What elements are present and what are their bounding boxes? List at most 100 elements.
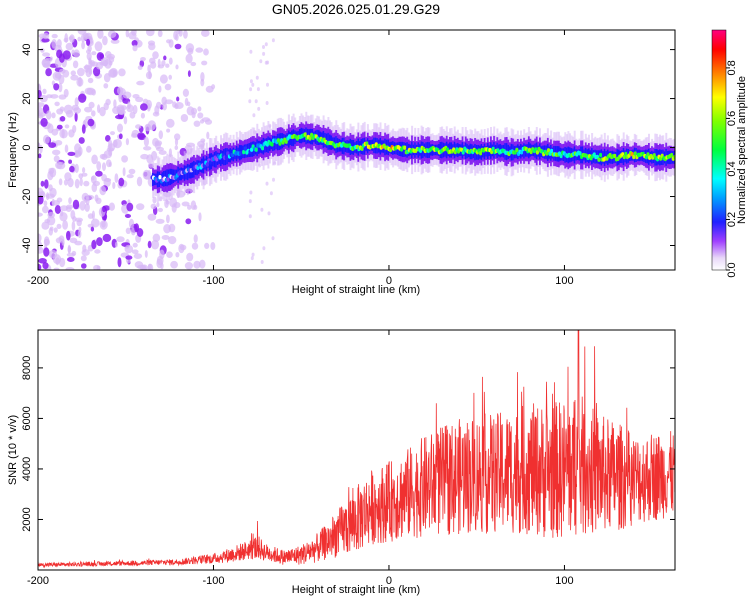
noise-blob bbox=[121, 105, 127, 111]
noise-blob bbox=[176, 96, 180, 102]
noise-blob bbox=[112, 182, 116, 189]
noise-blob bbox=[40, 180, 45, 187]
noise-blob bbox=[47, 123, 54, 134]
noise-blob bbox=[38, 106, 44, 116]
noise-blob bbox=[51, 33, 58, 39]
noise-blob bbox=[91, 110, 96, 117]
noise-blob bbox=[103, 83, 109, 89]
noise-blob bbox=[144, 123, 151, 132]
noise-blob bbox=[70, 210, 76, 220]
ridge-peak bbox=[278, 141, 282, 146]
noise-blob bbox=[38, 195, 44, 205]
noise-blob bbox=[266, 82, 269, 87]
noise-blob bbox=[115, 114, 124, 120]
noise-blob bbox=[73, 49, 80, 58]
noise-blob bbox=[66, 230, 71, 241]
noise-blob bbox=[67, 244, 71, 254]
noise-blob bbox=[248, 99, 252, 104]
noise-blob bbox=[197, 106, 202, 112]
noise-blob bbox=[161, 60, 166, 67]
noise-blob bbox=[131, 133, 138, 138]
ridge-peak bbox=[284, 139, 288, 144]
noise-blob bbox=[161, 96, 167, 106]
noise-blob bbox=[49, 226, 54, 231]
noise-blob bbox=[52, 149, 61, 156]
noise-blob bbox=[84, 64, 90, 73]
noise-blob bbox=[86, 145, 92, 153]
noise-blob bbox=[43, 200, 48, 207]
noise-blob bbox=[74, 240, 83, 246]
noise-blob bbox=[44, 236, 50, 246]
noise-blob bbox=[70, 70, 77, 76]
noise-blob bbox=[84, 203, 90, 212]
noise-blob bbox=[95, 197, 102, 204]
noise-blob bbox=[203, 48, 209, 56]
noise-blob bbox=[99, 185, 107, 196]
noise-blob bbox=[42, 262, 49, 270]
noise-blob bbox=[198, 212, 202, 222]
noise-blob bbox=[175, 252, 180, 258]
ridge-peak bbox=[365, 141, 369, 146]
noise-blob bbox=[69, 34, 75, 43]
y-tick-label: 2000 bbox=[21, 507, 33, 531]
x-tick-label: -200 bbox=[27, 275, 49, 287]
noise-blob bbox=[183, 30, 188, 39]
noise-blob bbox=[48, 167, 55, 175]
noise-blob bbox=[136, 228, 144, 237]
noise-blob bbox=[81, 192, 89, 202]
noise-blob bbox=[128, 168, 136, 175]
noise-blob bbox=[67, 151, 76, 156]
noise-blob bbox=[108, 148, 113, 157]
noise-blob bbox=[142, 169, 151, 180]
ridge-peak bbox=[158, 175, 162, 180]
ridge-peak bbox=[403, 145, 407, 150]
noise-blob bbox=[51, 39, 57, 49]
snr-frame bbox=[37, 329, 676, 571]
noise-blob bbox=[46, 215, 56, 226]
spectrogram-y-label: Frequency (Hz) bbox=[7, 112, 19, 188]
noise-blob bbox=[56, 124, 63, 130]
noise-blob bbox=[62, 220, 68, 230]
noise-blob bbox=[174, 133, 181, 141]
noise-blob bbox=[193, 120, 201, 127]
noise-blob bbox=[152, 196, 157, 204]
noise-blob bbox=[114, 173, 119, 184]
noise-blob bbox=[159, 74, 168, 84]
noise-blob bbox=[137, 132, 146, 139]
noise-blob bbox=[74, 112, 78, 122]
noise-blob bbox=[91, 51, 97, 56]
noise-blob bbox=[264, 42, 268, 47]
noise-blob bbox=[146, 30, 155, 37]
noise-blob bbox=[186, 252, 194, 262]
noise-blob bbox=[101, 221, 106, 228]
noise-blob bbox=[51, 112, 56, 119]
noise-blob bbox=[137, 65, 143, 70]
noise-blob bbox=[187, 101, 191, 107]
noise-blob bbox=[88, 68, 93, 75]
noise-blob bbox=[180, 114, 189, 122]
noise-blob bbox=[251, 82, 255, 87]
noise-blob bbox=[166, 128, 171, 133]
noise-blob bbox=[257, 106, 261, 111]
noise-blob bbox=[112, 69, 118, 77]
noise-blob bbox=[99, 53, 104, 60]
noise-blob bbox=[262, 246, 266, 251]
spectrogram-x-ticks: -200 -100 0 100 bbox=[27, 30, 574, 287]
noise-blob bbox=[44, 179, 49, 189]
noise-blob bbox=[90, 226, 95, 232]
noise-blob bbox=[141, 265, 147, 270]
noise-blob bbox=[103, 73, 111, 83]
noise-blob bbox=[87, 118, 95, 127]
noise-blob bbox=[103, 102, 109, 111]
noise-blob bbox=[256, 87, 260, 92]
ridge-peak bbox=[242, 149, 246, 155]
ridge-peak bbox=[646, 152, 650, 157]
noise-blob bbox=[158, 85, 162, 93]
noise-blob bbox=[38, 102, 45, 107]
noise-blob bbox=[175, 64, 179, 70]
noise-blob bbox=[48, 142, 57, 149]
noise-blob bbox=[125, 214, 131, 218]
noise-blob bbox=[161, 235, 170, 240]
snr-x-ticks: -200 -100 0 100 bbox=[27, 330, 574, 587]
